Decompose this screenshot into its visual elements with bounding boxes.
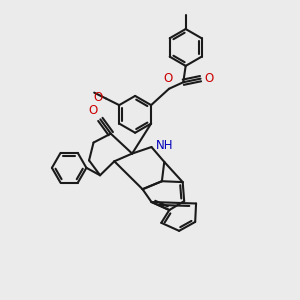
Text: O: O	[205, 72, 214, 85]
Text: O: O	[93, 91, 103, 104]
Text: O: O	[163, 72, 172, 85]
Text: O: O	[89, 104, 98, 117]
Text: NH: NH	[156, 139, 173, 152]
